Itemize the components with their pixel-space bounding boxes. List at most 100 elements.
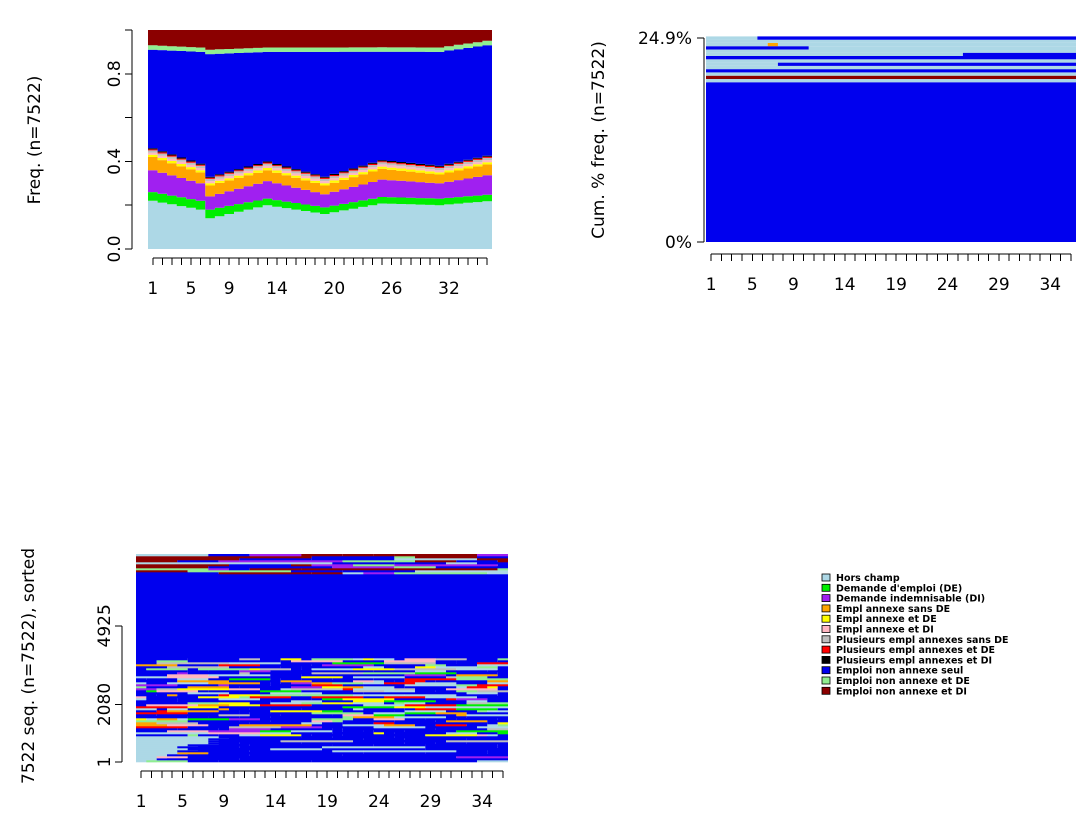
sequence-row-ena bbox=[136, 572, 219, 575]
sequence-row-ena bbox=[291, 716, 343, 719]
sequence-row-ena bbox=[249, 754, 343, 757]
sequence-row-ena bbox=[322, 758, 415, 761]
sequence-row-ena bbox=[425, 744, 498, 747]
sequence-row-peade bbox=[373, 722, 395, 725]
sequence-row-di bbox=[404, 674, 446, 677]
sequence-row-ena bbox=[415, 732, 446, 735]
cumulative-frequency-plot: 0% 24.9% Cum. % freq. (n=7522) 1 5 9 14 19 24 29 3… bbox=[589, 29, 1076, 295]
sequence-row-ena bbox=[311, 556, 395, 559]
y-tick-label: 4925 bbox=[95, 604, 115, 647]
sequence-row-peade bbox=[156, 710, 167, 713]
sequence-row-ena bbox=[239, 720, 271, 723]
sequence-row-ena bbox=[425, 752, 488, 755]
sequence-row-ena bbox=[332, 736, 395, 739]
sequence-row-ena bbox=[260, 682, 271, 685]
sequence-row-ena bbox=[332, 678, 374, 681]
legend-label-hc: Hors champ bbox=[836, 573, 900, 584]
sequence-row-eade bbox=[229, 704, 260, 707]
sequence-row-enade bbox=[456, 684, 477, 687]
sequence-row-ena bbox=[187, 708, 219, 711]
sequence-row-ena bbox=[497, 660, 508, 663]
sequence-row-enade bbox=[497, 658, 508, 661]
sequence-row-hc bbox=[280, 688, 291, 691]
sequence-row-ena bbox=[353, 740, 384, 743]
sequence-row-ena bbox=[311, 724, 343, 727]
sequence-row-ena bbox=[497, 694, 508, 697]
sequence-row-ena bbox=[404, 738, 467, 741]
sequence-row-ena bbox=[373, 744, 426, 747]
sequence-row-ena bbox=[466, 724, 488, 727]
sequence-row-ena bbox=[146, 682, 167, 685]
sequence-row-hc bbox=[415, 570, 508, 573]
sequence-row-hc bbox=[487, 734, 498, 737]
sequence-row-ena bbox=[270, 676, 302, 679]
sequence-row-hc bbox=[167, 732, 209, 735]
sequence-row-hc bbox=[404, 694, 457, 697]
sequence-row-ena bbox=[136, 588, 508, 591]
sequence-row-ena bbox=[280, 682, 291, 685]
sequence-row-ena bbox=[311, 698, 322, 701]
sequence-row-ena bbox=[260, 706, 291, 709]
sequence-row-eadi bbox=[384, 660, 436, 663]
sequence-row-peade bbox=[218, 664, 260, 667]
sequence-row-ena bbox=[156, 708, 167, 711]
sequence-row-ena bbox=[415, 690, 436, 693]
sequence-row-ena bbox=[136, 678, 147, 681]
sequence-row-pea bbox=[187, 662, 229, 665]
sequence-row-ena bbox=[487, 752, 508, 755]
sequence-row-ena bbox=[260, 752, 291, 755]
sequence-row-ena bbox=[239, 660, 281, 663]
sequence-row-ena bbox=[404, 676, 446, 679]
sequence-bar-hc bbox=[706, 39, 1076, 43]
sequence-row-de bbox=[415, 672, 457, 675]
sequence-row-enadi bbox=[301, 568, 395, 571]
sequence-row-ena bbox=[136, 654, 508, 657]
sequence-row-ena bbox=[384, 666, 415, 669]
sequence-row-enade bbox=[332, 720, 343, 723]
sequence-row-ena bbox=[177, 728, 219, 731]
legend-swatch-peadi bbox=[821, 656, 831, 664]
sequence-row-ena bbox=[384, 732, 395, 735]
sequence-row-ena bbox=[187, 748, 271, 751]
sequence-row-ena bbox=[136, 580, 508, 583]
sequence-row-ena bbox=[249, 672, 291, 675]
sequence-row-peade bbox=[311, 696, 364, 699]
sequence-row-ena bbox=[177, 698, 219, 701]
sequence-row-enadi bbox=[394, 554, 477, 557]
sequence-row-ena bbox=[249, 712, 271, 715]
sequence-row-ena bbox=[187, 712, 240, 715]
sequence-row-ena bbox=[260, 658, 281, 661]
sequence-row-ena bbox=[291, 696, 312, 699]
sequence-row-ena bbox=[332, 728, 343, 731]
sequence-row-hc bbox=[466, 714, 508, 717]
sequence-row-ena bbox=[136, 594, 508, 597]
sequence-row-ena bbox=[446, 664, 477, 667]
sequence-row-ena bbox=[415, 758, 508, 761]
sequence-row-ena bbox=[146, 686, 188, 689]
sequence-row-ea bbox=[167, 710, 219, 713]
sequence-row-ena bbox=[177, 700, 229, 703]
sequence-row-ena bbox=[497, 718, 508, 721]
sequence-row-pea bbox=[156, 722, 198, 725]
sequence-row-hc bbox=[363, 666, 384, 669]
sequence-row-enade bbox=[332, 682, 364, 685]
sequence-row-ena bbox=[456, 694, 498, 697]
sequence-row-ena bbox=[156, 758, 198, 761]
sequence-row-ena bbox=[435, 662, 457, 665]
sequence-row-hc bbox=[466, 700, 488, 703]
sequence-row-ena bbox=[435, 742, 467, 745]
sequence-row-eade bbox=[136, 718, 147, 721]
sequence-row-hc bbox=[136, 750, 188, 753]
x-tick-label: 24 bbox=[937, 275, 959, 295]
sequence-row-ena bbox=[136, 634, 508, 637]
sequence-row-ena bbox=[239, 716, 271, 719]
sequence-row-ena bbox=[301, 666, 322, 669]
sequence-row-hc bbox=[353, 708, 364, 711]
sequence-row-hc bbox=[198, 692, 229, 695]
x-tick-label: 29 bbox=[988, 275, 1010, 295]
sequence-row-ena bbox=[477, 556, 508, 559]
sequence-row-ena bbox=[466, 712, 508, 715]
sequence-row-ena bbox=[208, 678, 229, 681]
sequence-row-enade bbox=[477, 710, 488, 713]
sequence-row-ena bbox=[136, 700, 178, 703]
